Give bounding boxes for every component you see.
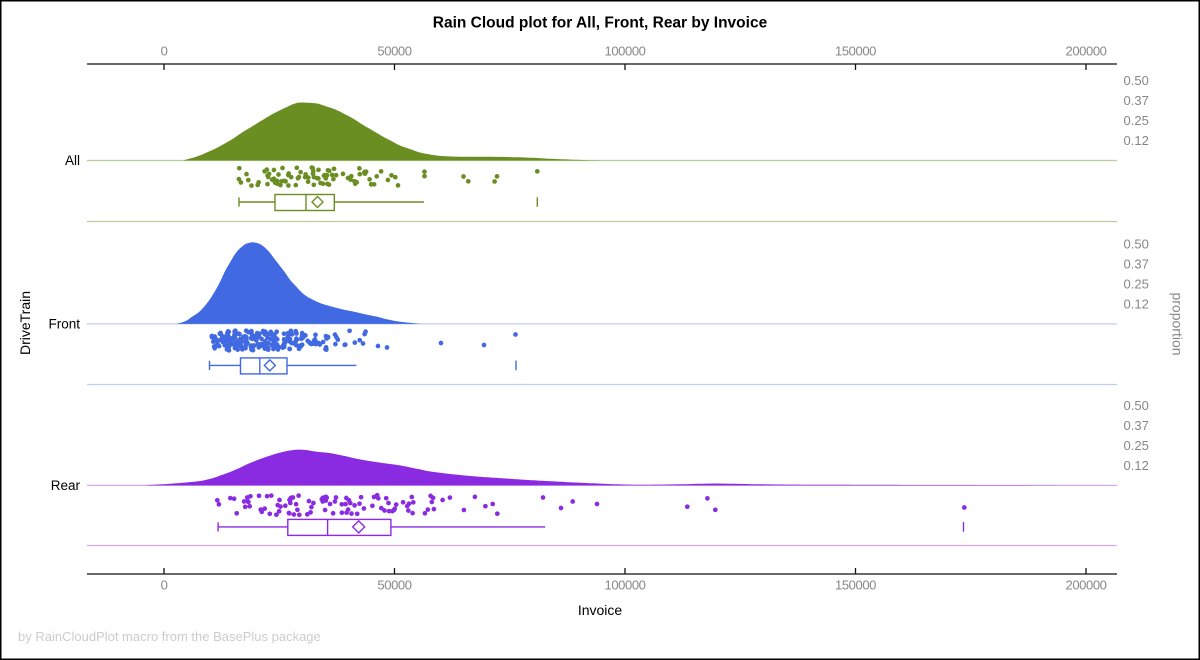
svg-text:50000: 50000	[377, 44, 411, 59]
svg-text:0.25: 0.25	[1124, 277, 1149, 292]
svg-text:0.12: 0.12	[1124, 133, 1149, 148]
svg-text:DriveTrain: DriveTrain	[17, 291, 33, 355]
svg-text:0.50: 0.50	[1124, 398, 1149, 413]
svg-text:0.37: 0.37	[1124, 257, 1149, 272]
svg-text:0.37: 0.37	[1124, 418, 1149, 433]
svg-text:0.12: 0.12	[1124, 297, 1149, 312]
svg-text:Rear: Rear	[51, 478, 81, 493]
svg-text:Front: Front	[48, 316, 80, 331]
svg-text:0.50: 0.50	[1124, 237, 1149, 252]
svg-text:50000: 50000	[377, 578, 411, 593]
svg-text:Rain Cloud plot for All, Front: Rain Cloud plot for All, Front, Rear by …	[433, 15, 768, 32]
svg-text:0.12: 0.12	[1124, 458, 1149, 473]
svg-text:0.25: 0.25	[1124, 113, 1149, 128]
svg-text:0: 0	[161, 578, 168, 593]
svg-text:200000: 200000	[1066, 578, 1107, 593]
svg-text:0: 0	[161, 44, 168, 59]
svg-text:0.25: 0.25	[1124, 438, 1149, 453]
svg-text:proportion: proportion	[1170, 292, 1186, 355]
svg-text:200000: 200000	[1066, 44, 1107, 59]
svg-text:150000: 150000	[835, 578, 876, 593]
svg-text:100000: 100000	[605, 44, 646, 59]
svg-text:by RainCloudPlot macro from th: by RainCloudPlot macro from the BasePlus…	[18, 629, 321, 644]
svg-text:0.50: 0.50	[1124, 73, 1149, 88]
svg-text:150000: 150000	[835, 44, 876, 59]
svg-text:100000: 100000	[605, 578, 646, 593]
svg-text:All: All	[65, 153, 80, 168]
svg-text:Invoice: Invoice	[578, 602, 623, 618]
svg-text:0.37: 0.37	[1124, 93, 1149, 108]
